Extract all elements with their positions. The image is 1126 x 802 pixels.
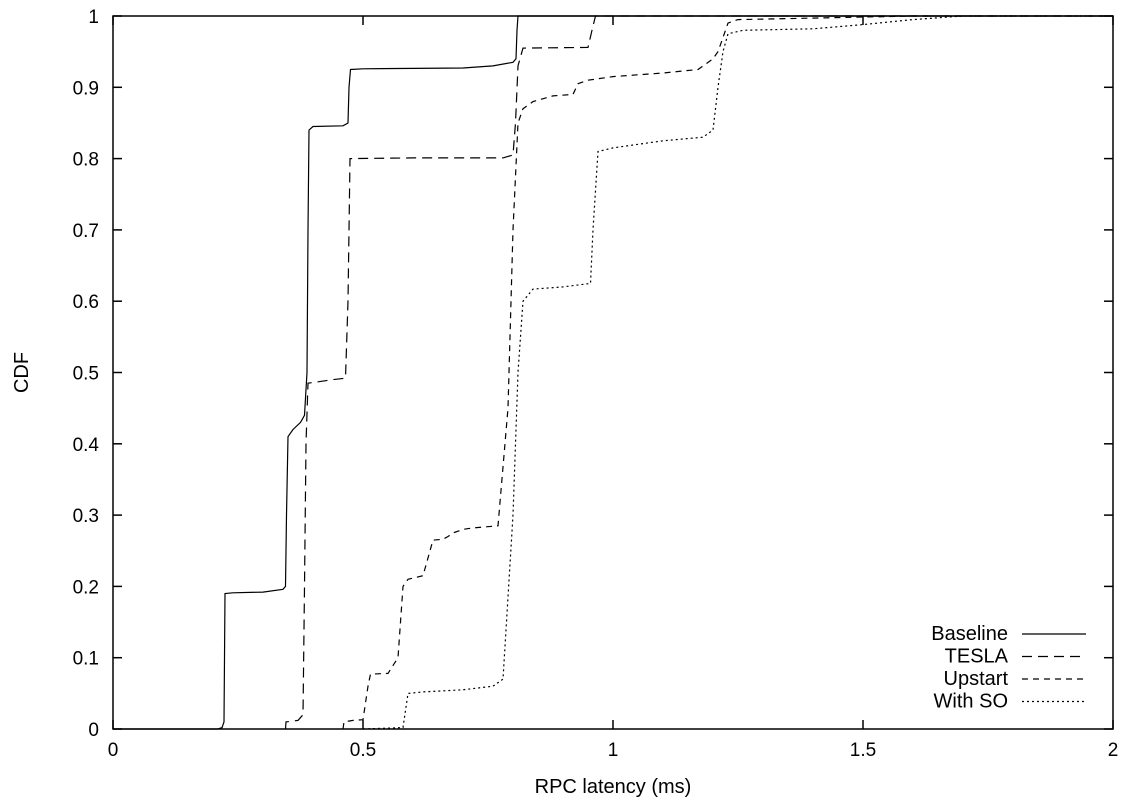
plot-frame xyxy=(112,15,1114,730)
y-tick-label: 0.6 xyxy=(73,292,99,313)
y-tick-label: 0.4 xyxy=(73,435,100,456)
y-tick-label: 0.5 xyxy=(73,364,99,385)
legend-label-tesla: TESLA xyxy=(945,646,1009,668)
x-tick-label: 0.5 xyxy=(350,740,376,761)
y-tick-label: 0.7 xyxy=(73,221,99,242)
x-tick-label: 1 xyxy=(608,740,619,761)
x-tick-label: 1.5 xyxy=(850,740,876,761)
y-axis-label: CDF xyxy=(11,352,33,393)
y-tick-label: 0.8 xyxy=(73,150,99,171)
y-tick-label: 1 xyxy=(88,7,99,28)
y-tick-label: 0.9 xyxy=(73,78,99,99)
series-layer xyxy=(113,15,1113,730)
y-tick-label: 0.2 xyxy=(73,577,99,598)
series-line-baseline xyxy=(113,15,1113,730)
series-line-upstart xyxy=(342,15,1113,730)
x-tick-label: 2 xyxy=(1108,740,1119,761)
x-tick-label: 0 xyxy=(108,740,119,761)
ticks-layer: 0 0.5 1 1.5 2 0 0.1 0.2 0.3 0.4 0.5 0.6 0.7 0.8 0.9 1 xyxy=(73,7,1119,761)
y-tick-label: 0.1 xyxy=(73,649,99,670)
y-tick-label: 0.3 xyxy=(73,506,99,527)
x-axis-label: RPC latency (ms) xyxy=(535,776,692,798)
series-line-tesla xyxy=(284,15,1113,730)
series-line-with-so xyxy=(362,15,1113,730)
legend-label-baseline: Baseline xyxy=(931,623,1008,645)
y-tick-label: 0 xyxy=(88,720,99,741)
legend-label-upstart: Upstart xyxy=(944,668,1009,690)
legend-label-with-so: With SO xyxy=(934,691,1008,713)
